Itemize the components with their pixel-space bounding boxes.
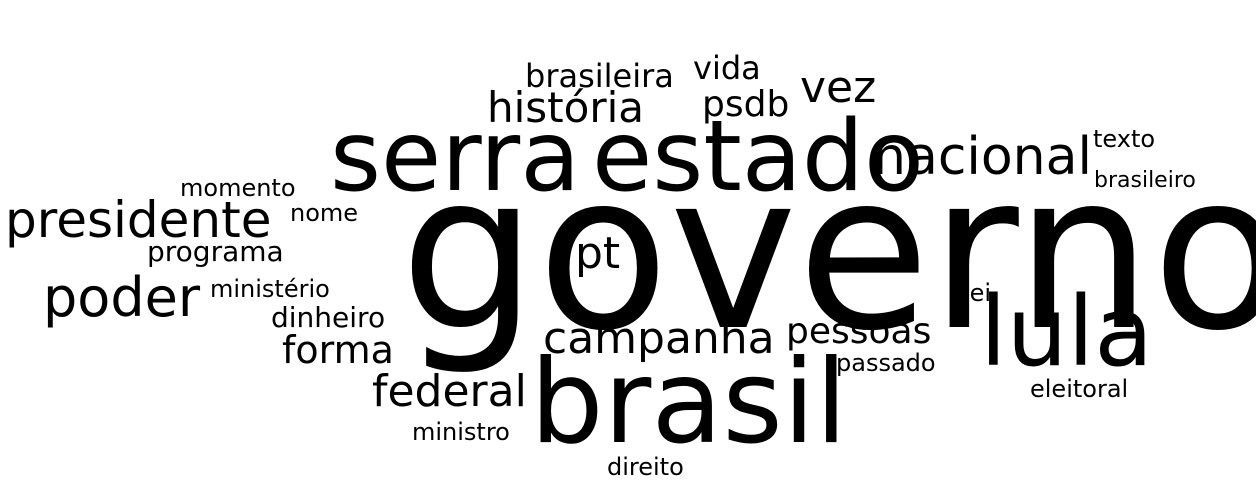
word-estado: estado: [592, 100, 924, 214]
word-ministerio: ministério: [210, 275, 330, 303]
word-forma: forma: [282, 328, 394, 372]
word-brasileiro: brasileiro: [1094, 168, 1196, 193]
word-ministro: ministro: [412, 418, 510, 446]
word-federal: federal: [372, 366, 527, 417]
word-eleitoral: eleitoral: [1030, 375, 1129, 403]
word-lula: lula: [980, 276, 1154, 388]
word-brasileira: brasileira: [525, 57, 674, 95]
word-brasil: brasil: [530, 335, 848, 470]
word-pessoas: pessoas: [786, 311, 932, 352]
word-programa: programa: [147, 235, 284, 268]
word-passado: passado: [836, 349, 936, 377]
word-texto: texto: [1093, 125, 1156, 153]
word-vida: vida: [693, 49, 761, 87]
word-historia: história: [487, 83, 645, 132]
word-vez: vez: [800, 62, 877, 113]
word-campanha: campanha: [543, 313, 775, 364]
word-nacional: nacional: [873, 127, 1092, 187]
word-direito: direito: [607, 453, 684, 481]
word-governo: governo: [400, 127, 1256, 378]
word-psdb: psdb: [702, 84, 790, 125]
word-lei: lei: [963, 279, 992, 307]
word-dinheiro: dinheiro: [271, 301, 386, 334]
word-pt: pt: [575, 228, 621, 279]
word-poder: poder: [43, 266, 201, 329]
word-presidente: presidente: [5, 191, 272, 249]
word-nome: nome: [290, 199, 359, 227]
word-serra: serra: [330, 100, 581, 214]
word-momento: momento: [180, 174, 296, 202]
